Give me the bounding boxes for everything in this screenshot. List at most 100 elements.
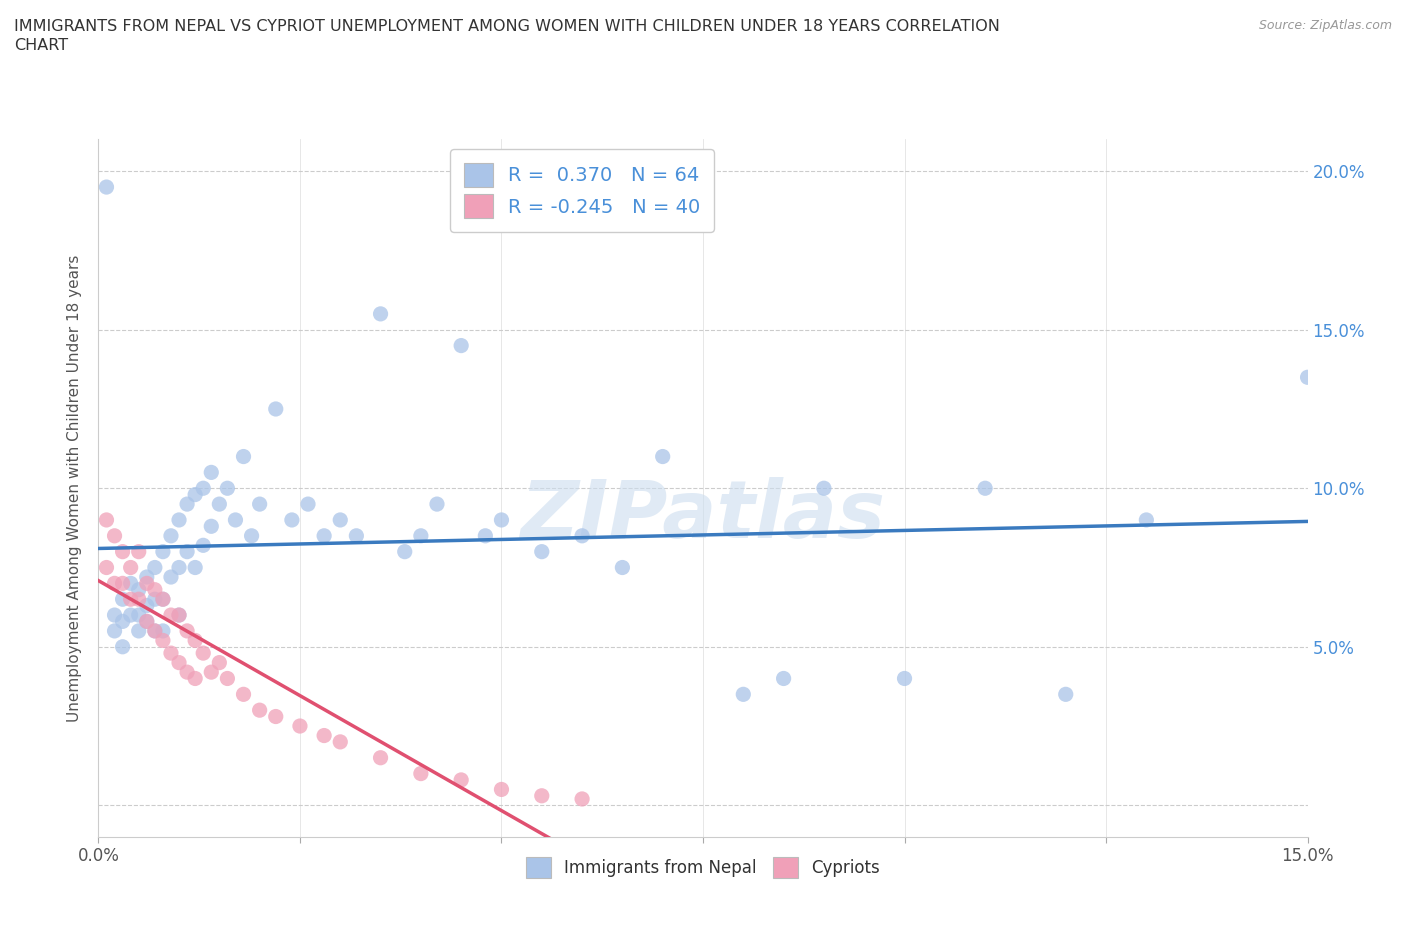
Point <box>103 623 125 638</box>
Point <box>143 582 166 597</box>
Text: ZIPatlas: ZIPatlas <box>520 477 886 555</box>
Point <box>651 449 673 464</box>
Point <box>111 544 134 559</box>
Point <box>200 519 222 534</box>
Point <box>160 607 183 622</box>
Point <box>450 773 472 788</box>
Point <box>249 703 271 718</box>
Point <box>167 512 190 527</box>
Point <box>143 623 166 638</box>
Point <box>135 614 157 629</box>
Point <box>152 633 174 648</box>
Point <box>249 497 271 512</box>
Point <box>120 576 142 591</box>
Point <box>103 576 125 591</box>
Point <box>450 339 472 353</box>
Point <box>128 623 150 638</box>
Point <box>193 481 215 496</box>
Point <box>733 687 755 702</box>
Point <box>167 607 190 622</box>
Point <box>232 687 254 702</box>
Point <box>184 671 207 686</box>
Point <box>152 623 174 638</box>
Point <box>813 481 835 496</box>
Point <box>491 512 513 527</box>
Point <box>176 623 198 638</box>
Point <box>200 665 222 680</box>
Point <box>240 528 263 543</box>
Point <box>281 512 304 527</box>
Point <box>111 639 134 654</box>
Point <box>96 560 118 575</box>
Point <box>120 560 142 575</box>
Point <box>288 719 311 734</box>
Point <box>184 487 207 502</box>
Point <box>426 497 449 512</box>
Point <box>370 307 392 322</box>
Point <box>1135 512 1157 527</box>
Point <box>474 528 496 543</box>
Point <box>96 512 118 527</box>
Point <box>143 591 166 606</box>
Y-axis label: Unemployment Among Women with Children Under 18 years: Unemployment Among Women with Children U… <box>67 255 83 722</box>
Point <box>96 179 118 194</box>
Point <box>160 645 183 660</box>
Legend: Immigrants from Nepal, Cypriots: Immigrants from Nepal, Cypriots <box>519 851 887 884</box>
Point <box>314 728 336 743</box>
Point <box>1296 370 1319 385</box>
Point <box>264 402 287 417</box>
Point <box>217 481 239 496</box>
Point <box>160 569 183 584</box>
Point <box>1054 687 1077 702</box>
Point <box>208 497 231 512</box>
Point <box>135 569 157 584</box>
Point <box>143 560 166 575</box>
Point <box>314 528 336 543</box>
Point <box>135 598 157 613</box>
Point <box>200 465 222 480</box>
Point <box>135 576 157 591</box>
Point <box>772 671 794 686</box>
Point <box>193 538 215 552</box>
Point <box>344 528 367 543</box>
Point <box>893 671 915 686</box>
Point <box>184 560 207 575</box>
Point <box>111 576 134 591</box>
Point <box>152 591 174 606</box>
Point <box>370 751 392 765</box>
Point <box>193 645 215 660</box>
Text: Source: ZipAtlas.com: Source: ZipAtlas.com <box>1258 19 1392 32</box>
Point <box>329 735 352 750</box>
Point <box>612 560 634 575</box>
Point <box>232 449 254 464</box>
Point <box>128 544 150 559</box>
Point <box>217 671 239 686</box>
Point <box>103 528 125 543</box>
Point <box>184 633 207 648</box>
Point <box>264 709 287 724</box>
Point <box>120 607 142 622</box>
Point <box>111 591 134 606</box>
Point <box>152 544 174 559</box>
Point <box>128 607 150 622</box>
Point <box>409 528 432 543</box>
Point <box>128 582 150 597</box>
Point <box>530 789 553 804</box>
Point <box>176 544 198 559</box>
Point <box>329 512 352 527</box>
Point <box>143 623 166 638</box>
Point <box>530 544 553 559</box>
Point <box>409 766 432 781</box>
Text: IMMIGRANTS FROM NEPAL VS CYPRIOT UNEMPLOYMENT AMONG WOMEN WITH CHILDREN UNDER 18: IMMIGRANTS FROM NEPAL VS CYPRIOT UNEMPLO… <box>14 19 1000 53</box>
Point <box>974 481 997 496</box>
Point <box>571 791 593 806</box>
Point <box>297 497 319 512</box>
Point <box>152 591 174 606</box>
Point <box>208 655 231 670</box>
Point <box>167 655 190 670</box>
Point <box>394 544 416 559</box>
Point <box>167 607 190 622</box>
Point <box>571 528 593 543</box>
Point <box>491 782 513 797</box>
Point <box>135 614 157 629</box>
